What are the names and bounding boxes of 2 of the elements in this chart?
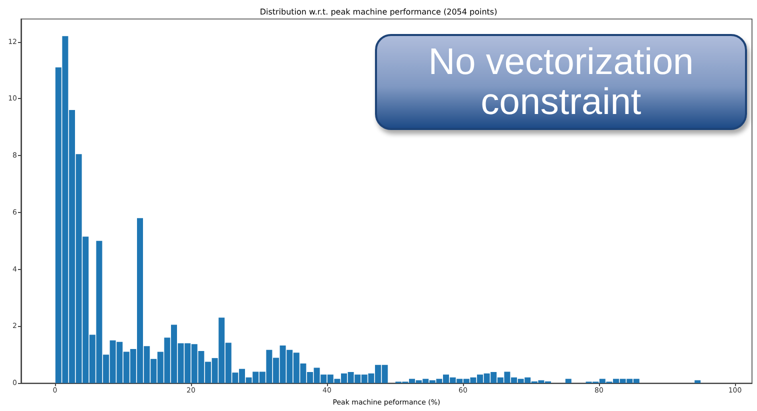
callout-box: No vectorization constraint — [375, 34, 747, 130]
chart-title: Distribution w.r.t. peak machine performance (2054 points) — [260, 8, 498, 16]
